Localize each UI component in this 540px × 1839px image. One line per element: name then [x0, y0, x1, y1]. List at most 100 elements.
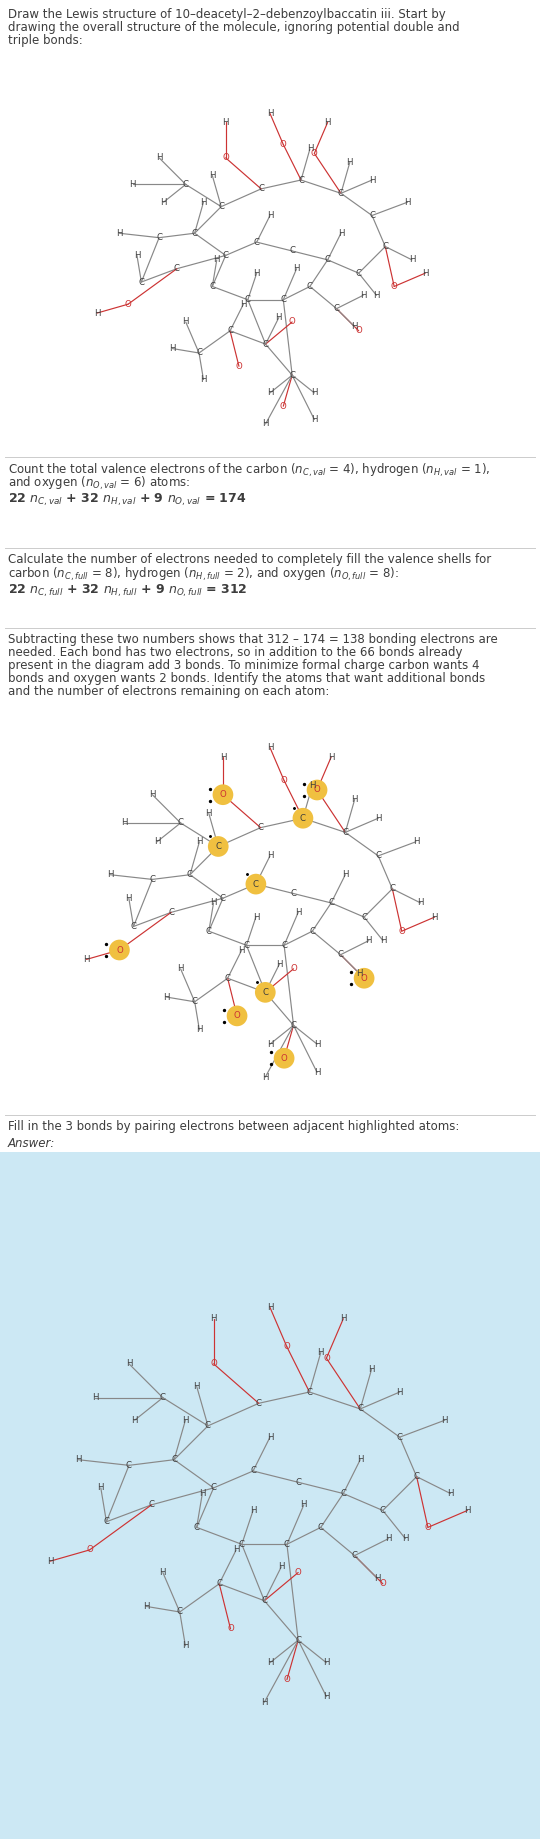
Text: H: H: [267, 1659, 273, 1668]
Bar: [0, 1151, 540, 1839]
Text: C: C: [258, 184, 264, 193]
Text: C: C: [318, 1523, 324, 1532]
Text: H: H: [417, 899, 424, 907]
Text: C: C: [222, 250, 228, 259]
Text: C: C: [187, 870, 193, 879]
Text: C: C: [397, 1433, 403, 1442]
Text: C: C: [389, 885, 395, 894]
Text: H: H: [314, 1068, 320, 1078]
Text: O: O: [280, 140, 287, 149]
Text: O: O: [220, 791, 226, 800]
Text: O: O: [281, 776, 287, 785]
Text: C: C: [325, 256, 330, 265]
Text: O: O: [222, 153, 229, 162]
Text: H: H: [182, 1642, 188, 1650]
Text: H: H: [413, 837, 419, 846]
Text: H: H: [328, 752, 334, 761]
Text: H: H: [267, 109, 273, 118]
Text: H: H: [163, 993, 170, 1002]
Text: O: O: [227, 1624, 234, 1633]
Text: drawing the overall structure of the molecule, ignoring potential double and: drawing the overall structure of the mol…: [8, 20, 460, 33]
Text: H: H: [94, 309, 100, 318]
Text: H: H: [131, 1416, 138, 1425]
Text: C: C: [156, 234, 162, 243]
Text: C: C: [183, 180, 188, 189]
Text: C: C: [334, 303, 340, 313]
Text: O: O: [361, 973, 368, 982]
Text: carbon ($n_{C,full}$ = 8), hydrogen ($n_{H,full}$ = 2), and oxygen ($n_{O,full}$: carbon ($n_{C,full}$ = 8), hydrogen ($n_…: [8, 566, 399, 583]
Text: C: C: [192, 997, 198, 1006]
Text: C: C: [177, 1607, 183, 1616]
Text: O: O: [281, 1054, 287, 1063]
Text: C: C: [160, 1394, 166, 1401]
Text: H: H: [98, 1484, 104, 1493]
Text: H: H: [253, 268, 260, 278]
Text: H: H: [83, 954, 90, 964]
Text: H: H: [369, 175, 375, 184]
Text: C: C: [361, 912, 367, 921]
Text: O: O: [290, 964, 297, 973]
Text: C: C: [178, 818, 184, 828]
Text: H: H: [156, 153, 163, 162]
Text: H: H: [447, 1490, 454, 1499]
Text: H: H: [262, 1072, 268, 1081]
Text: C: C: [262, 340, 268, 349]
Text: C: C: [216, 1580, 222, 1589]
Text: H: H: [352, 794, 358, 804]
Text: H: H: [431, 912, 438, 921]
Text: C: C: [382, 243, 388, 252]
Text: H: H: [240, 300, 247, 309]
Text: C: C: [280, 296, 286, 303]
Text: and the number of electrons remaining on each atom:: and the number of electrons remaining on…: [8, 684, 329, 699]
Text: H: H: [160, 197, 167, 206]
Text: H: H: [267, 1433, 273, 1442]
Text: 22 $n_{C,val}$ + 32 $n_{H,val}$ + 9 $n_{O,val}$ = 174: 22 $n_{C,val}$ + 32 $n_{H,val}$ + 9 $n_{…: [8, 493, 246, 508]
Text: C: C: [291, 1021, 296, 1030]
Text: C: C: [192, 228, 198, 237]
Text: C: C: [369, 211, 375, 221]
Text: C: C: [250, 1466, 256, 1475]
Text: H: H: [374, 1574, 380, 1583]
Text: H: H: [267, 211, 273, 221]
Text: H: H: [177, 964, 184, 973]
Text: H: H: [47, 1558, 53, 1565]
Text: C: C: [253, 879, 259, 888]
Text: H: H: [134, 250, 140, 259]
Text: H: H: [464, 1506, 471, 1515]
Text: H: H: [267, 851, 273, 861]
Text: C: C: [300, 813, 306, 822]
Text: C: C: [150, 875, 156, 885]
Circle shape: [246, 874, 266, 894]
Text: O: O: [210, 1359, 217, 1368]
Text: 22 $n_{C,full}$ + 32 $n_{H,full}$ + 9 $n_{O,full}$ = 312: 22 $n_{C,full}$ + 32 $n_{H,full}$ + 9 $n…: [8, 583, 247, 600]
Text: O: O: [399, 927, 405, 936]
Text: C: C: [196, 348, 202, 357]
Text: H: H: [220, 752, 226, 761]
Text: H: H: [307, 145, 313, 153]
Text: C: C: [174, 265, 180, 274]
Text: H: H: [309, 782, 315, 789]
Text: Count the total valence electrons of the carbon ($n_{C,val}$ = 4), hydrogen ($n_: Count the total valence electrons of the…: [8, 462, 490, 480]
Text: C: C: [307, 281, 313, 291]
Text: O: O: [314, 785, 320, 794]
Text: C: C: [380, 1506, 386, 1515]
Text: C: C: [205, 1422, 211, 1431]
Text: H: H: [183, 318, 189, 327]
Text: C: C: [254, 237, 260, 246]
Text: O: O: [424, 1523, 431, 1532]
Text: H: H: [107, 870, 113, 879]
Text: C: C: [307, 1387, 313, 1396]
Circle shape: [274, 1048, 294, 1068]
Text: C: C: [256, 1399, 262, 1409]
Text: H: H: [199, 1490, 206, 1499]
Text: H: H: [222, 118, 229, 127]
Text: H: H: [267, 743, 273, 752]
Text: H: H: [193, 1381, 200, 1390]
Text: H: H: [200, 197, 207, 206]
Text: C: C: [357, 1405, 363, 1414]
Circle shape: [307, 780, 327, 800]
Text: H: H: [338, 228, 344, 237]
Text: C: C: [211, 1484, 217, 1493]
Text: H: H: [211, 1315, 217, 1324]
Text: H: H: [200, 375, 207, 384]
